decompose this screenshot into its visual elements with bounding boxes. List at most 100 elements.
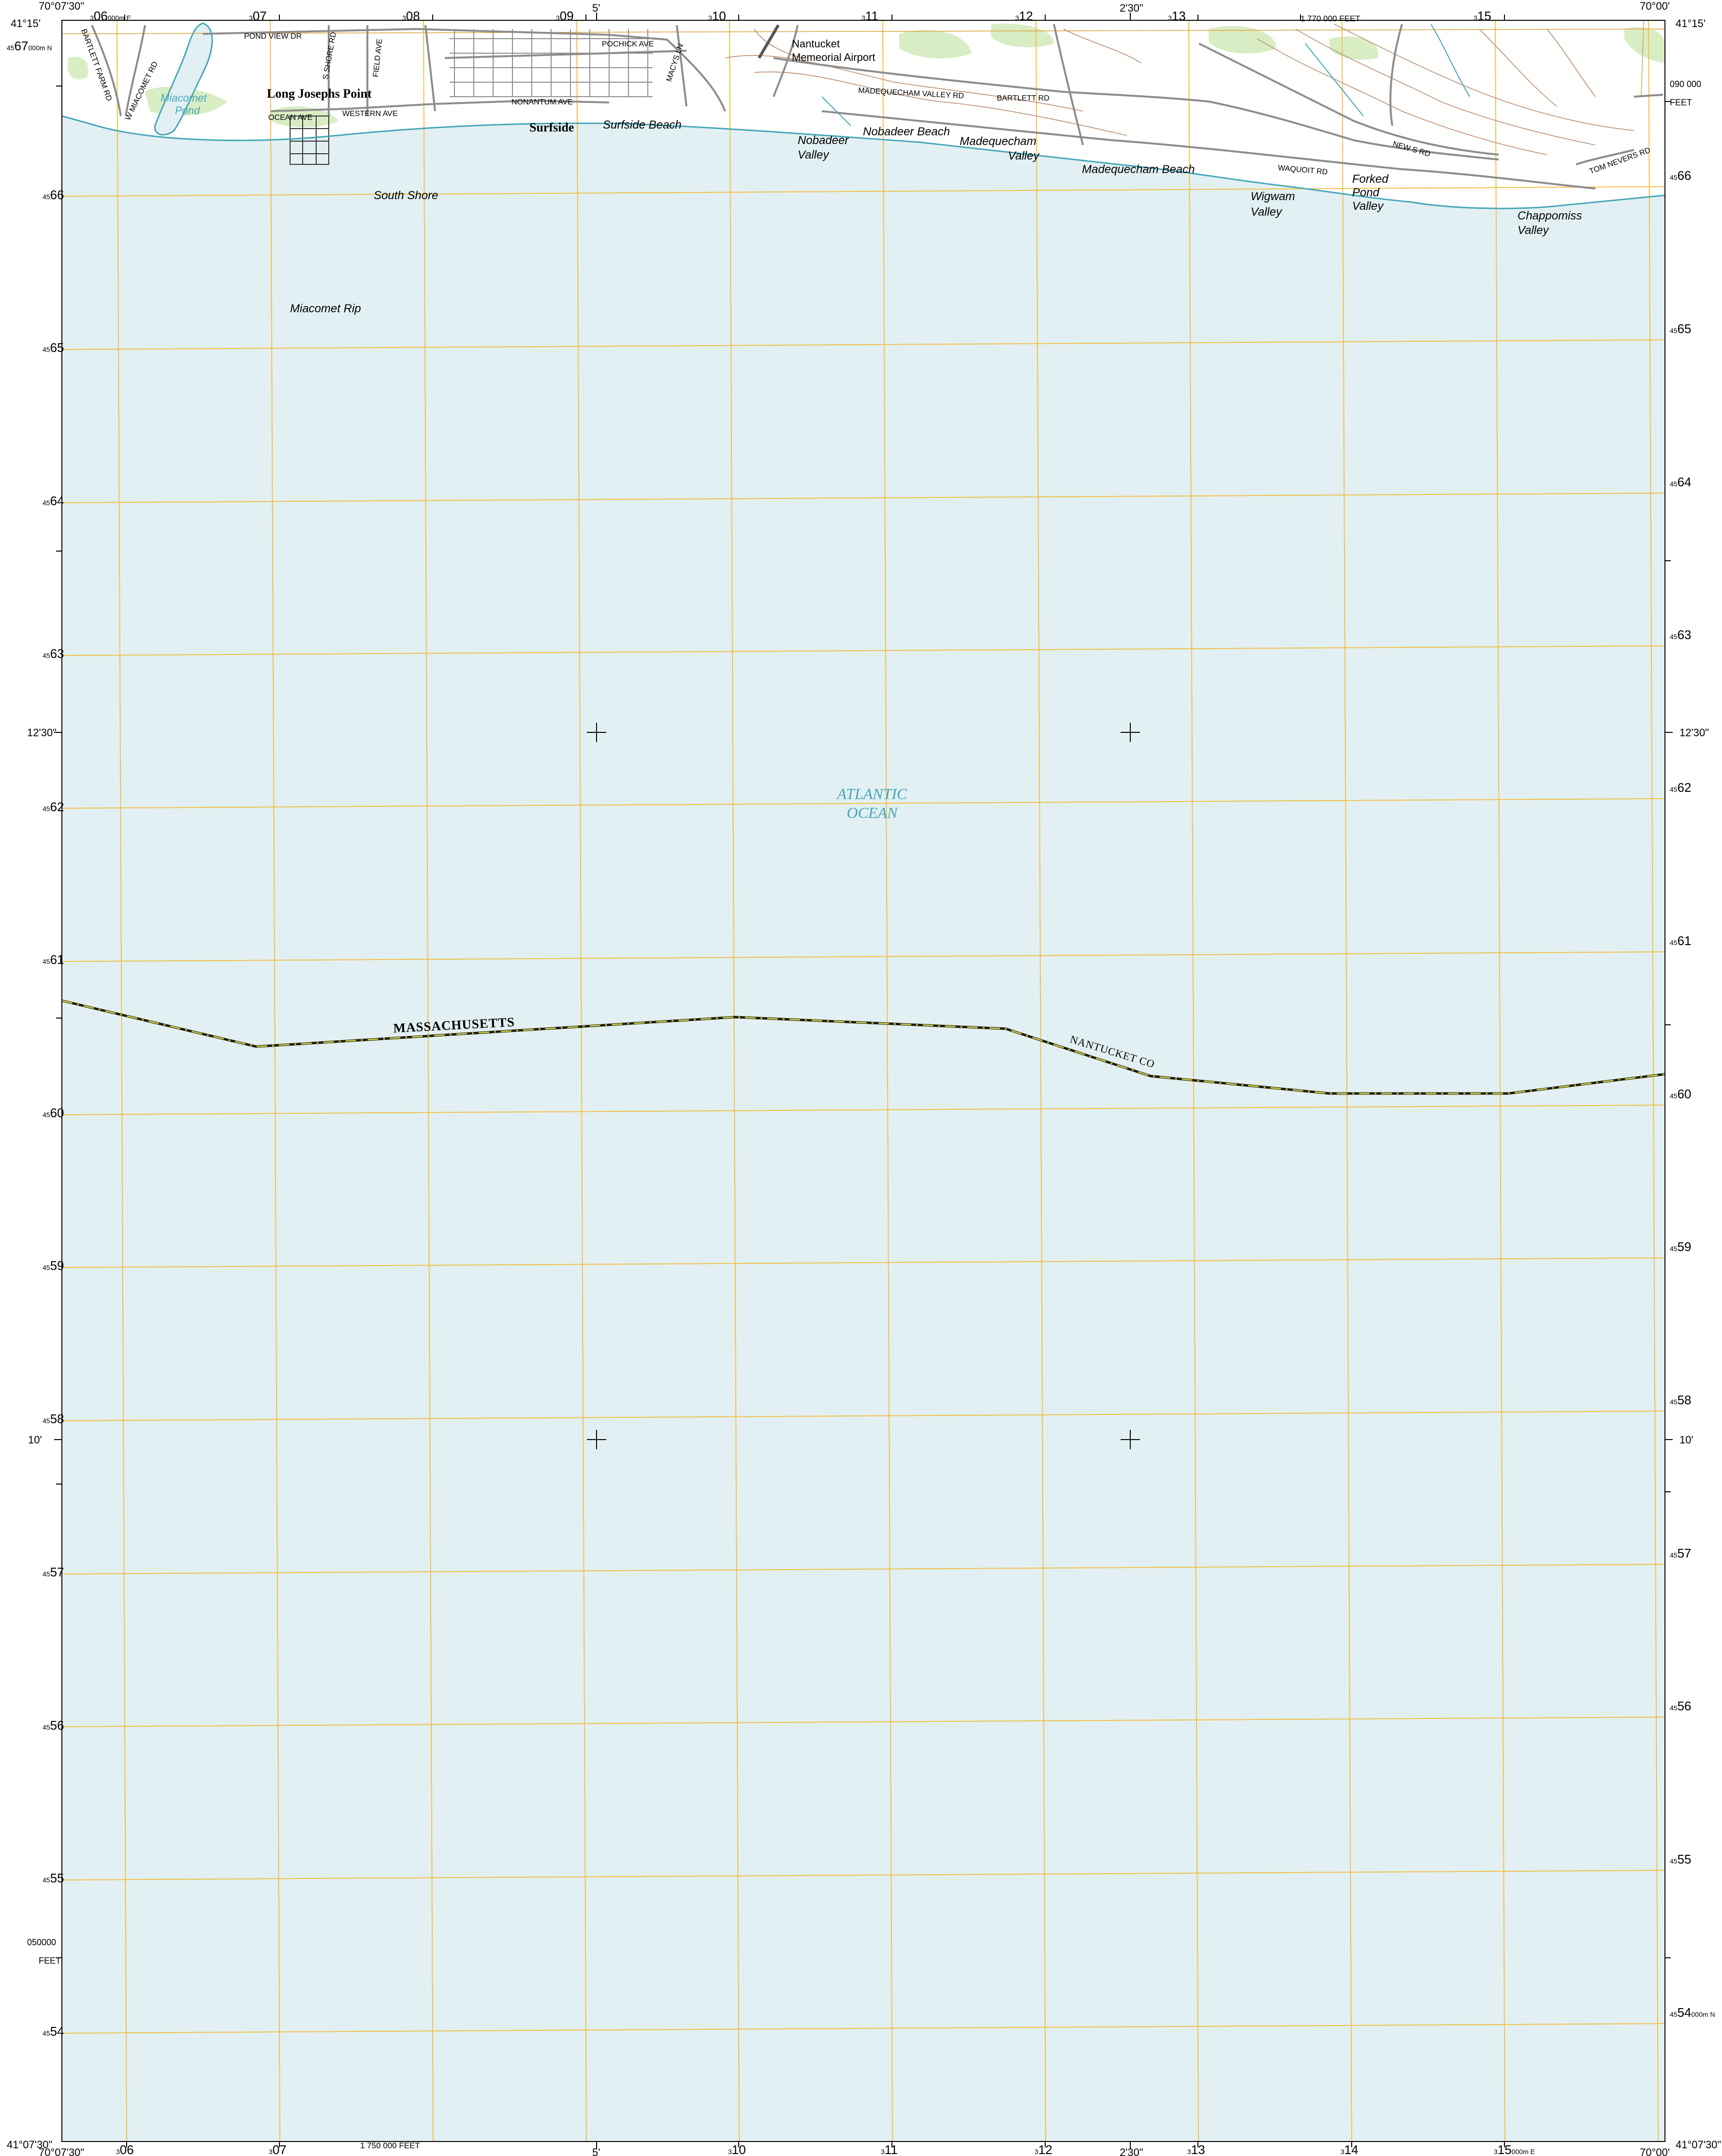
coastline xyxy=(61,115,1665,209)
grid-bottom-label: 307 xyxy=(269,2142,287,2156)
utm-grid xyxy=(61,20,1665,2142)
corner-bottom-right-lon: 70°00' xyxy=(1640,2146,1670,2156)
top-tick-2-30: 2'30" xyxy=(1120,2,1143,14)
grid-bottom-label: 306 xyxy=(116,2142,134,2156)
state-plane-right-value: 090 000 xyxy=(1670,79,1701,89)
airport-runway xyxy=(758,24,780,59)
grid-left-label: 4564 xyxy=(43,494,64,508)
grid-left-label: 4556 xyxy=(43,1718,64,1733)
place-madequecham-beach: Madequecham Beach xyxy=(1082,163,1195,176)
grid-top-label: 312 xyxy=(1015,9,1033,23)
bottom-tick-5: 5' xyxy=(592,2146,600,2156)
neatline xyxy=(61,20,1665,2142)
grid-right-label: 4555 xyxy=(1670,1852,1692,1866)
place-long-josephs-point: Long Josephs Point xyxy=(267,87,372,101)
road-bartlett: BARTLETT RD xyxy=(997,94,1050,102)
state-plane-right-unit: FEET xyxy=(1670,98,1692,107)
place-forked-pond-valley: Forked xyxy=(1352,173,1388,186)
grid-left-label: 4562 xyxy=(43,800,64,814)
grid-left-label: 4558 xyxy=(43,1412,64,1426)
corner-bottom-left-lat: 41°07'30" xyxy=(7,2139,52,2151)
grid-right-label: 4565 xyxy=(1670,321,1692,336)
margin-ticks xyxy=(54,13,1673,2149)
grid-top-label: 313 xyxy=(1168,9,1186,23)
water-name-atlantic: ATLANTIC xyxy=(836,785,907,802)
grid-bottom-label: 312 xyxy=(1035,2142,1052,2156)
place-nobadeer-valley: Nobadeer xyxy=(798,134,849,147)
grid-bottom-label: 314 xyxy=(1341,2142,1358,2156)
grid-bottom-last: 315000m E xyxy=(1494,2142,1535,2156)
place-forked-pond-valley: Pond xyxy=(1352,186,1380,199)
grid-right-label: 4560 xyxy=(1670,1087,1692,1101)
place-chappomiss-valley: Valley xyxy=(1518,224,1549,237)
grid-bottom-label: 313 xyxy=(1187,2142,1205,2156)
grid-left-label: 4555 xyxy=(43,1871,64,1885)
state-county-boundary-dash xyxy=(61,1000,1665,1094)
grid-top-label: 311 xyxy=(861,9,878,23)
corner-top-left-lat: 41°15' xyxy=(11,17,41,29)
corner-top-left-lon: 70°07'30" xyxy=(39,0,84,12)
right-tick-10: 10' xyxy=(1679,1434,1693,1446)
contour-lines xyxy=(725,24,1634,155)
state-plane-bottom: 1 750 000 FEET xyxy=(360,2141,420,2150)
grid-right-label: 4561 xyxy=(1670,933,1692,948)
place-chappomiss-valley: Chappomiss xyxy=(1518,209,1582,222)
grid-right-label: 4557 xyxy=(1670,1546,1692,1560)
bottom-tick-2-30: 2'30" xyxy=(1120,2146,1143,2156)
place-madequecham-valley: Madequecham xyxy=(960,135,1036,148)
place-airport: Memeorial Airport xyxy=(792,51,875,63)
corner-top-right-lat: 41°15' xyxy=(1676,17,1706,29)
grid-right-last: 4554000m N xyxy=(1670,2005,1715,2020)
grid-right-label: 4563 xyxy=(1670,627,1692,642)
town-streets xyxy=(290,29,653,165)
grid-right-label: 4566 xyxy=(1670,168,1692,183)
place-nobadeer-valley: Valley xyxy=(798,148,830,161)
water-name-ocean: OCEAN xyxy=(847,804,899,821)
grid-right-label: 4558 xyxy=(1670,1393,1692,1407)
map-neatline-area xyxy=(62,20,1665,2141)
grid-top-label: 315 xyxy=(1474,9,1491,23)
grid-top-first: 306000m E xyxy=(90,9,131,23)
miacomet-pond xyxy=(154,22,213,136)
grid-bottom-label: 311 xyxy=(881,2142,898,2156)
grid-top-label: 309 xyxy=(556,9,574,23)
place-south-shore: South Shore xyxy=(374,189,438,202)
place-nobadeer-beach: Nobadeer Beach xyxy=(863,125,950,138)
place-madequecham-valley: Valley xyxy=(1008,149,1040,162)
grid-left-label: 4560 xyxy=(43,1106,64,1120)
grid-right-label: 4562 xyxy=(1670,780,1692,795)
corner-bottom-left-lon: 70°07'30" xyxy=(39,2146,84,2156)
top-tick-5: 5' xyxy=(592,2,600,14)
grid-bottom-label: 310 xyxy=(728,2142,746,2156)
left-tick-10: 10' xyxy=(28,1434,42,1446)
grid-top-label: 310 xyxy=(708,9,726,23)
grid-right-label: 4559 xyxy=(1670,1239,1692,1254)
grid-left-label: 4566 xyxy=(43,188,64,202)
grid-right-label: 4556 xyxy=(1670,1699,1692,1713)
grid-left-label: 4559 xyxy=(43,1258,64,1273)
right-tick-12-30: 12'30" xyxy=(1679,727,1709,739)
place-miacomet-pond: Pond xyxy=(175,104,200,117)
place-miacomet-pond: Miacomet xyxy=(161,92,207,104)
place-surfside-beach: Surfside Beach xyxy=(603,118,682,131)
state-plane-left-value: 050000 xyxy=(27,1937,56,1947)
grid-right-label: 4564 xyxy=(1670,475,1692,489)
left-tick-12-30: 12'30" xyxy=(27,727,57,739)
graticule-crosses xyxy=(587,723,1140,1449)
grid-left-label: 4554 xyxy=(43,2024,64,2039)
grid-top-label: 307 xyxy=(249,9,267,23)
road-western: WESTERN AVE xyxy=(342,110,397,118)
road-pochick: POCHICK AVE xyxy=(602,40,654,48)
grid-left-label: 4557 xyxy=(43,1565,64,1579)
place-surfside: Surfside xyxy=(529,120,574,134)
place-forked-pond-valley: Valley xyxy=(1352,200,1384,213)
road-pond-view: POND VIEW DR xyxy=(244,32,302,41)
grid-left-label: 4563 xyxy=(43,646,64,661)
grid-left-label: 4561 xyxy=(43,952,64,967)
place-wigwam-valley: Wigwam xyxy=(1251,190,1295,203)
place-airport: Nantucket xyxy=(792,38,840,50)
streams xyxy=(821,24,1470,126)
grid-top-label: 308 xyxy=(402,9,420,23)
place-wigwam-valley: Valley xyxy=(1251,205,1283,219)
state-plane-left-unit: FEET xyxy=(39,1956,61,1966)
